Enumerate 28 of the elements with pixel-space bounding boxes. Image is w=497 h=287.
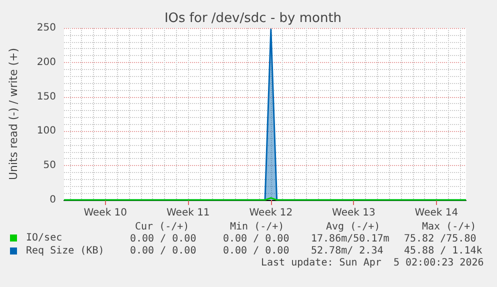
text: 0.00 / 0.00 [130, 246, 196, 256]
text: Last update: Sun Apr 5 02:00:23 2026 [261, 258, 484, 268]
y-tick-label: 100 [36, 126, 56, 137]
y-tick-label: 50 [43, 160, 56, 172]
x-tick-label: Week 11 [166, 208, 210, 218]
y-tick-label: 150 [36, 91, 56, 102]
text: Max (-/+) [422, 222, 476, 232]
y-axis-title: Units read (-) / write (+) [7, 48, 20, 180]
text: 0.00 / 0.00 [223, 234, 290, 244]
text: Avg (-/+) [326, 222, 380, 232]
text: 52.78m/ 2.34 [311, 246, 384, 256]
legend-label: IO/sec [26, 232, 62, 244]
text: Cur (-/+) [135, 222, 190, 232]
y-tick-label: 200 [36, 56, 56, 68]
y-tick-label: 0 [50, 194, 56, 206]
legend-label: Req Size (KB) [26, 246, 104, 256]
x-tick-label: Week 10 [84, 208, 128, 218]
x-tick-label: Week 13 [332, 208, 376, 218]
text: 0.00 / 0.00 [130, 234, 196, 244]
y-tick-label: 250 [36, 22, 56, 34]
x-tick-label: Week 14 [414, 208, 458, 218]
text: 45.88 / 1.14k [404, 246, 482, 256]
text: 17.86m/50.17m [311, 234, 390, 244]
x-tick-label: Week 12 [249, 208, 293, 218]
text: 75.82 /75.80 [404, 234, 476, 244]
text: 0.00 / 0.00 [223, 246, 290, 256]
text: Min (-/+) [230, 222, 284, 232]
chart-title: IOs for /dev/sdc - by month [164, 11, 342, 26]
